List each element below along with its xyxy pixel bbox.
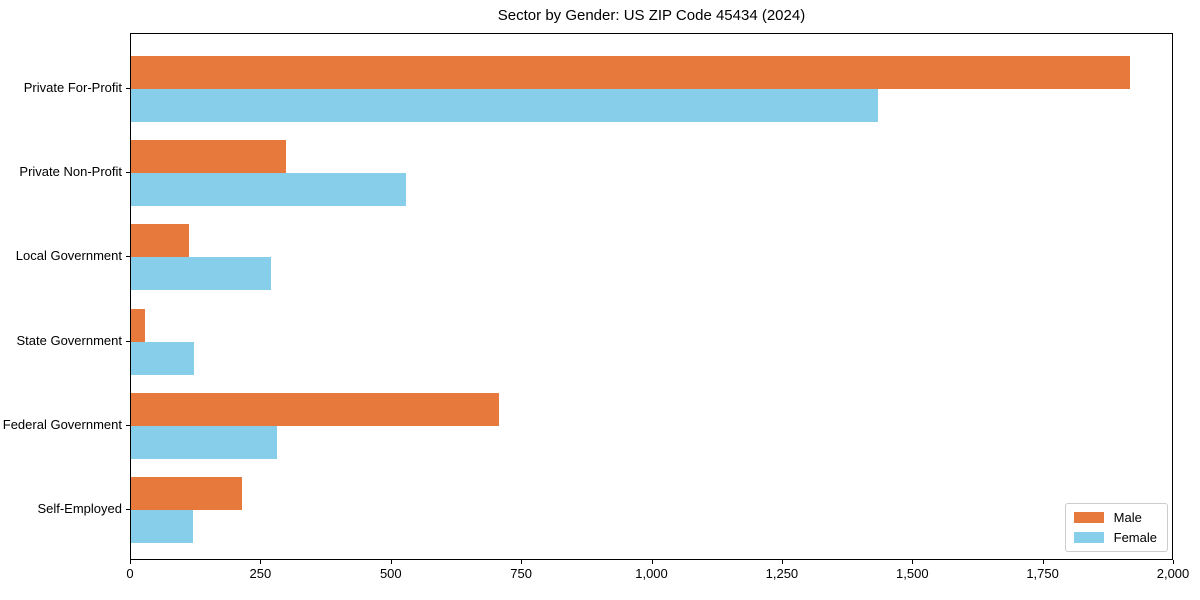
bar-male-self-employed (131, 477, 243, 510)
y-axis-label: State Government (16, 332, 123, 348)
y-tick-mark (126, 172, 130, 174)
y-tick-mark (126, 256, 130, 258)
x-tick-mark (781, 560, 783, 564)
y-axis-label: Self-Employed (37, 501, 122, 516)
x-axis-label: 2,000 (1156, 566, 1190, 581)
y-axis-label: Federal Government (2, 416, 122, 432)
x-tick-mark (390, 560, 392, 564)
legend: Male Female (1064, 503, 1168, 552)
y-tick-mark (126, 340, 130, 342)
bar-male-local-government (131, 224, 190, 258)
bar-male-private-non-profit (131, 140, 286, 174)
x-axis-label: 250 (249, 566, 272, 581)
bar-female-private-non-profit (131, 173, 407, 207)
x-tick-mark (130, 560, 131, 564)
y-tick-mark (126, 88, 130, 89)
x-axis-label: 1,500 (896, 566, 929, 581)
male-swatch-icon (1073, 512, 1104, 523)
x-tick-mark (521, 560, 523, 564)
x-tick-mark (1173, 560, 1174, 564)
y-tick-mark (126, 424, 130, 426)
x-tick-mark (912, 560, 914, 564)
x-tick-mark (1042, 560, 1044, 564)
x-tick-mark (260, 560, 262, 564)
y-axis-label: Private Non-Profit (19, 164, 122, 180)
bar-female-federal-government (131, 425, 277, 459)
x-axis-label: 0 (126, 566, 134, 581)
y-tick-mark (126, 509, 130, 510)
y-axis-label: Private For-Profit (23, 80, 122, 95)
x-tick-mark (651, 560, 653, 564)
legend-item-female: Female (1073, 530, 1157, 545)
bar-female-local-government (131, 257, 272, 291)
x-axis-label: 750 (510, 566, 532, 581)
bar-female-private-for-profit (131, 89, 879, 122)
legend-label-female: Female (1113, 530, 1157, 545)
x-axis-label: 1,000 (635, 566, 668, 581)
legend-label-male: Male (1113, 510, 1142, 525)
bar-female-self-employed (131, 510, 194, 543)
plot-area: Male Female (130, 33, 1173, 560)
bar-male-private-for-profit (131, 56, 1130, 89)
legend-item-male: Male (1073, 510, 1157, 525)
chart-title: Sector by Gender: US ZIP Code 45434 (202… (497, 7, 806, 24)
bar-male-state-government (131, 308, 146, 342)
y-axis-label: Local Government (15, 248, 122, 264)
bar-male-federal-government (131, 392, 499, 426)
female-swatch-icon (1073, 532, 1104, 543)
x-axis-label: 500 (379, 566, 402, 581)
x-axis-label: 1,250 (765, 566, 799, 581)
bar-female-state-government (131, 341, 195, 375)
x-axis-label: 1,750 (1026, 566, 1059, 581)
